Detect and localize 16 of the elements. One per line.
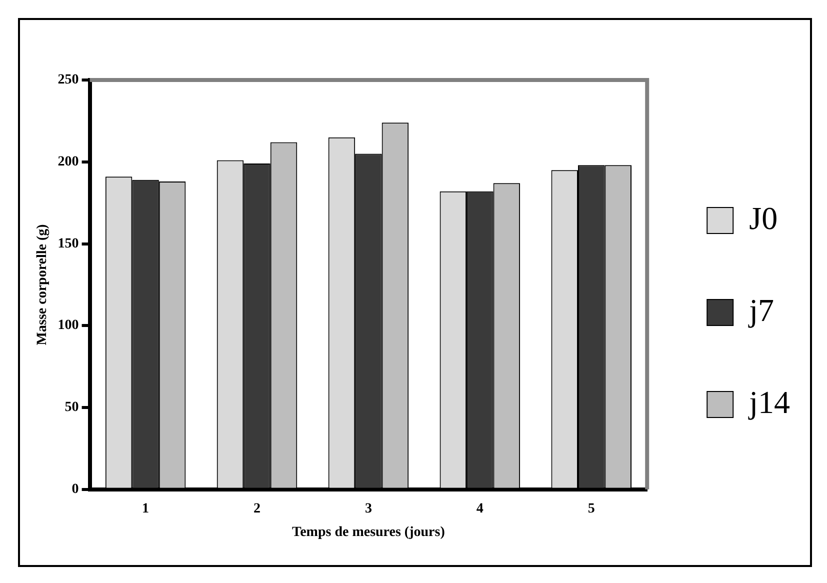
x-tick-label: 1 (142, 501, 150, 516)
y-tick-label: 200 (58, 154, 79, 170)
legend-label: j14 (748, 384, 790, 420)
x-tick-label: 5 (588, 501, 595, 516)
x-tick-label: 2 (253, 501, 260, 516)
legend-label: J0 (749, 200, 778, 236)
x-axis-title: Temps de mesures (jours) (292, 525, 446, 540)
x-tick-label: 3 (364, 501, 372, 516)
y-tick-label: 50 (64, 400, 79, 416)
y-tick-label: 250 (58, 72, 79, 88)
x-tick-label: 4 (476, 501, 484, 516)
y-tick-label: 0 (72, 482, 79, 498)
y-tick-label: 150 (58, 236, 79, 252)
y-tick-label: 100 (58, 318, 79, 334)
y-axis-title: Masse corporelle (g) (35, 224, 50, 346)
legend-label: j7 (748, 292, 774, 328)
